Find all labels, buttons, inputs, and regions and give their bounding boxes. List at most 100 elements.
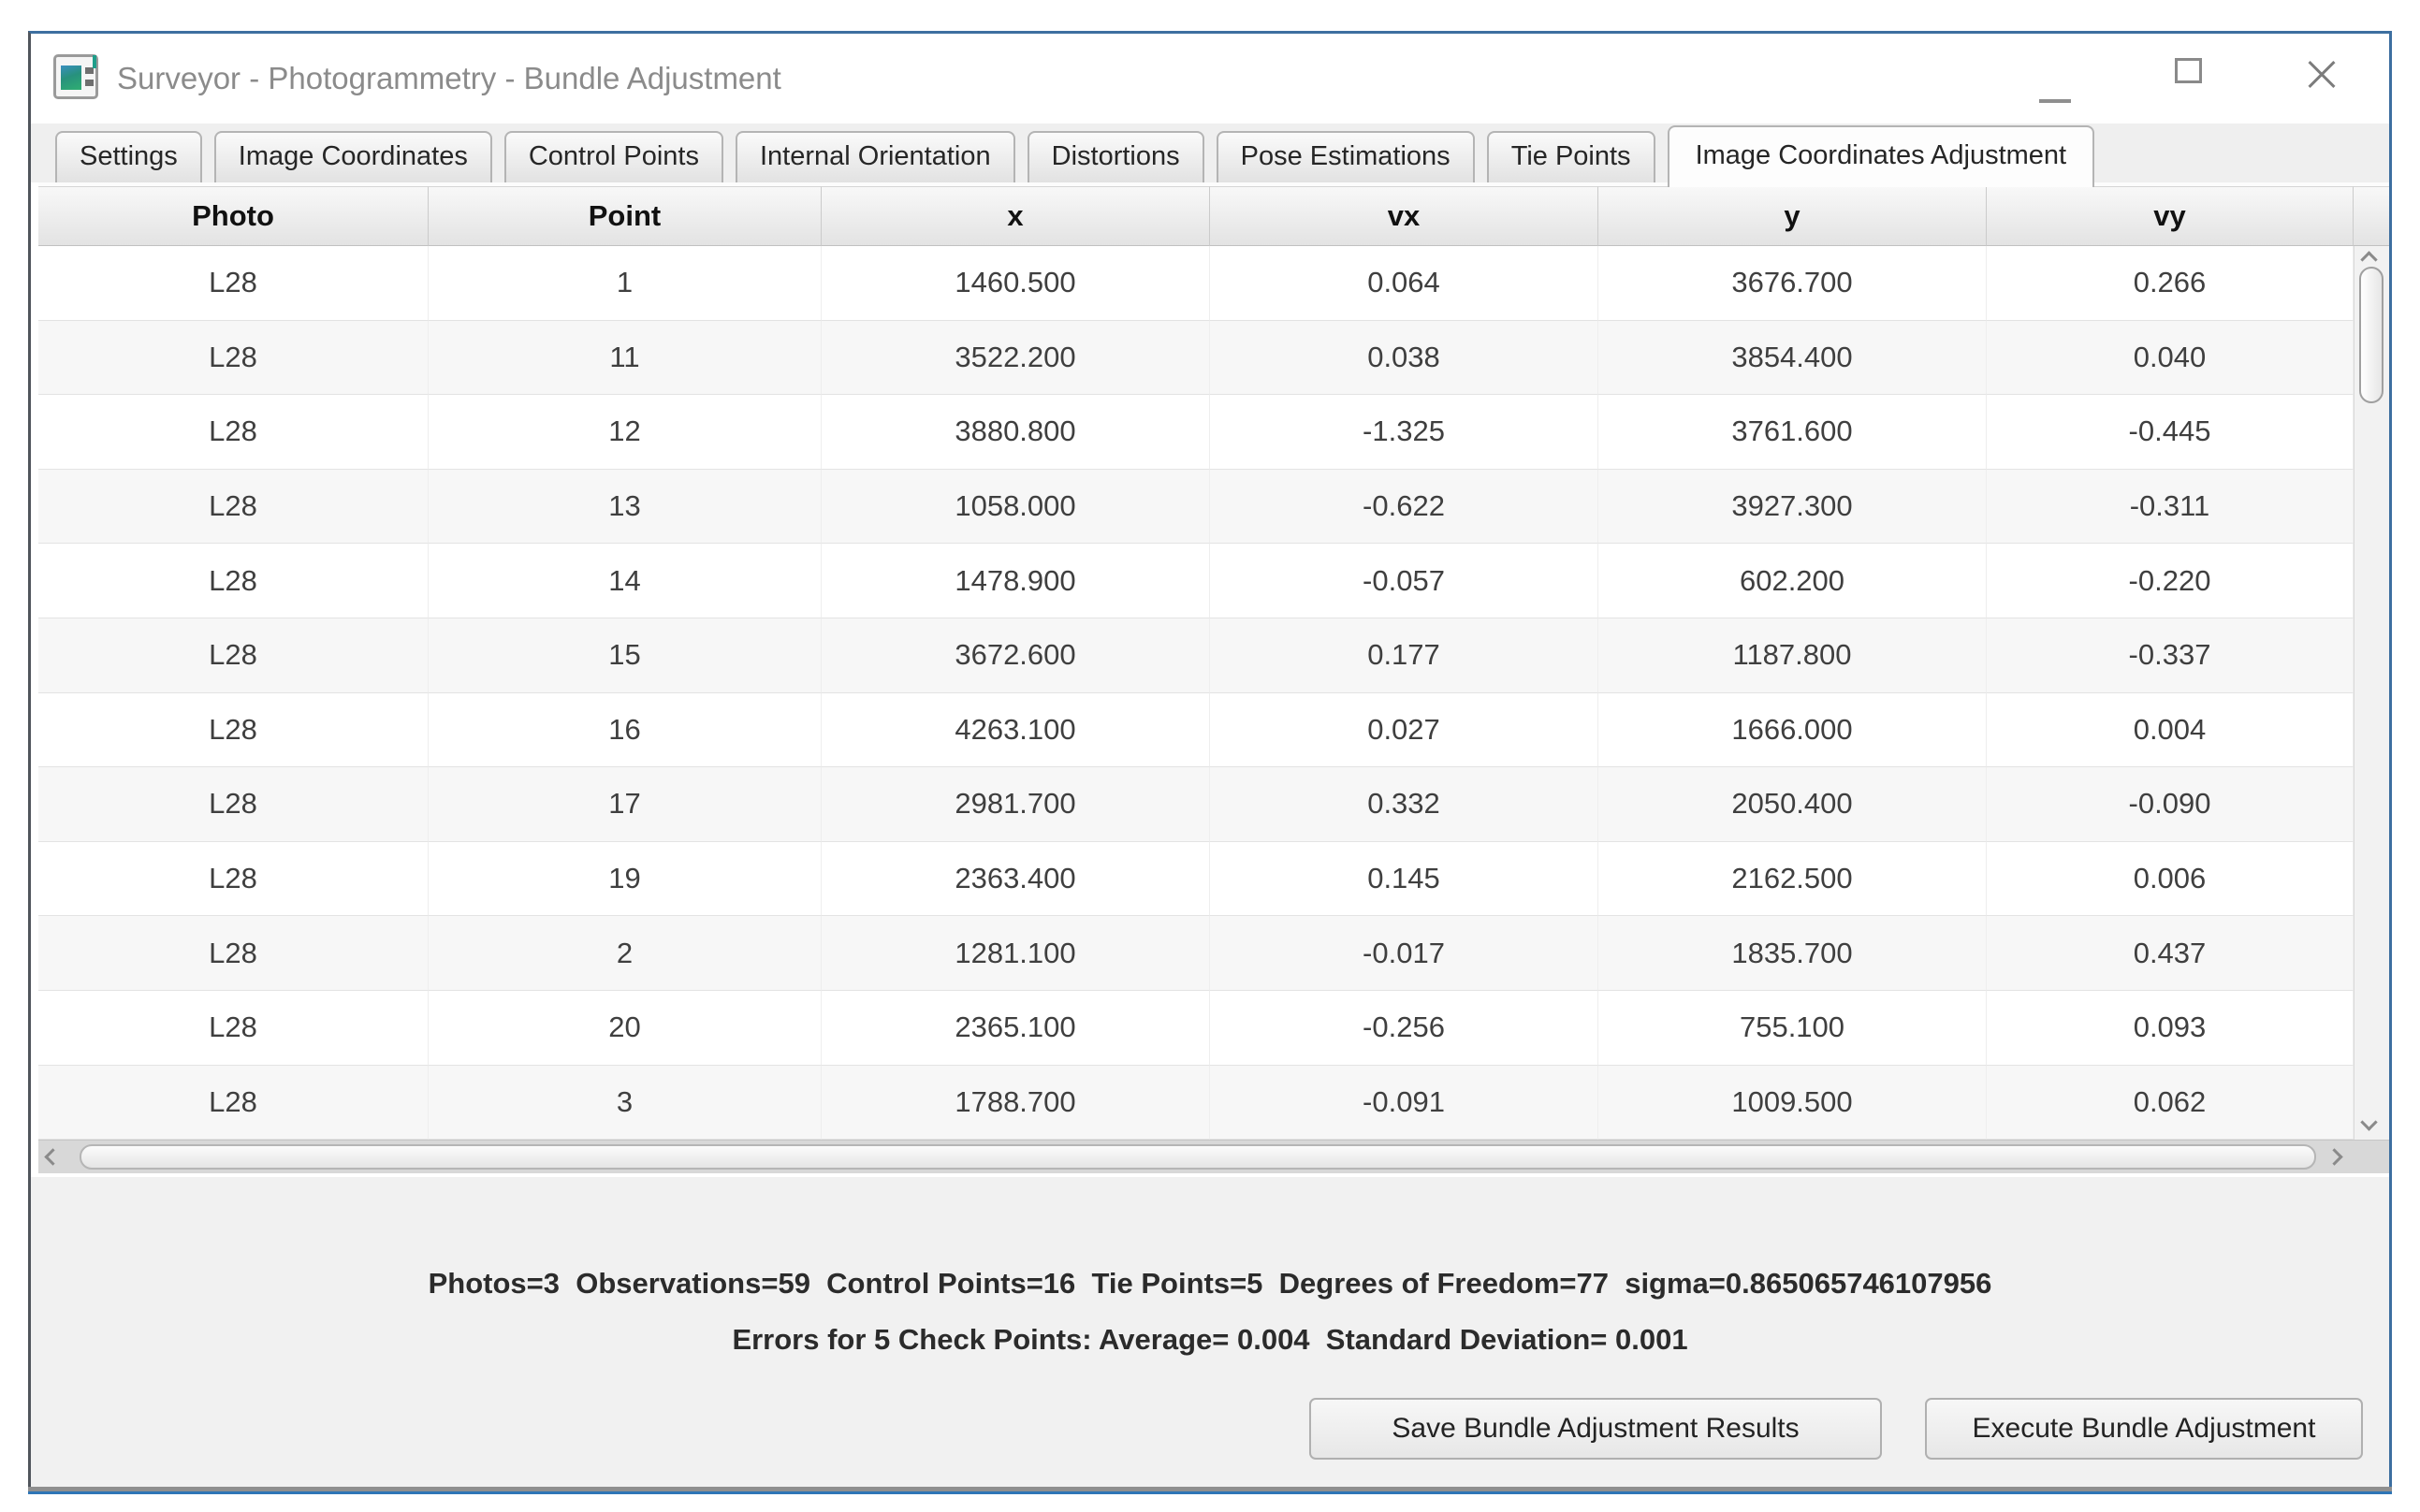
table-cell: -0.311 [1987, 469, 2354, 545]
maximize-button[interactable] [2175, 58, 2202, 83]
table-row[interactable]: L28 17 2981.700 0.332 2050.400 -0.090 [38, 767, 2354, 842]
table-cell: -1.325 [1210, 395, 1598, 470]
app-icon-line [85, 80, 94, 86]
table-cell: 0.004 [1987, 692, 2354, 768]
table-header: Photo Point x vx y vy [38, 186, 2389, 246]
scroll-up-arrow-icon[interactable] [2360, 251, 2378, 269]
column-header-y[interactable]: y [1598, 186, 1987, 246]
table-body-wrap: L28 1 1460.500 0.064 3676.700 0.266 L28 11 3522.… [38, 246, 2389, 1141]
table-cell: -0.337 [1987, 618, 2354, 693]
tab-distortions[interactable]: Distortions [1027, 131, 1204, 182]
table-cell: 2981.700 [822, 767, 1210, 842]
table-cell: 0.027 [1210, 692, 1598, 768]
column-header-point[interactable]: Point [429, 186, 822, 246]
table-row[interactable]: L28 3 1788.700 -0.091 1009.500 0.062 [38, 1065, 2354, 1141]
app-icon-line [85, 67, 94, 74]
table-cell: 3 [429, 1065, 822, 1141]
table-cell: L28 [38, 544, 429, 618]
vertical-scrollbar[interactable] [2354, 246, 2389, 1141]
table-cell: 17 [429, 767, 822, 842]
table-cell: 16 [429, 692, 822, 768]
table-cell: 2363.400 [822, 841, 1210, 917]
tab-image-coordinates[interactable]: Image Coordinates [213, 131, 492, 182]
app-icon-tick [93, 55, 96, 68]
table-row[interactable]: L28 14 1478.900 -0.057 602.200 -0.220 [38, 544, 2354, 618]
scroll-left-arrow-icon[interactable] [44, 1148, 62, 1166]
data-table: Photo Point x vx y vy L28 1 1460.500 0.064 3676.7… [38, 182, 2389, 1174]
scroll-right-arrow-icon[interactable] [2325, 1148, 2343, 1166]
table-cell: 0.145 [1210, 841, 1598, 917]
table-cell: L28 [38, 246, 429, 321]
tab-pose-estimations[interactable]: Pose Estimations [1216, 131, 1475, 182]
table-cell: 3672.600 [822, 618, 1210, 693]
table-row[interactable]: L28 19 2363.400 0.145 2162.500 0.006 [38, 841, 2354, 917]
table-cell: 1478.900 [822, 544, 1210, 618]
table-cell: 1666.000 [1598, 692, 1987, 768]
table-cell: 13 [429, 469, 822, 545]
table-cell: 11 [429, 320, 822, 396]
table-cell: 2 [429, 916, 822, 991]
table-cell: 15 [429, 618, 822, 693]
table-cell: 2050.400 [1598, 767, 1987, 842]
tab-control-points[interactable]: Control Points [503, 131, 723, 182]
tab-internal-orientation[interactable]: Internal Orientation [735, 131, 1015, 182]
table-cell: 14 [429, 544, 822, 618]
table-row[interactable]: L28 16 4263.100 0.027 1666.000 0.004 [38, 692, 2354, 768]
table-cell: 1187.800 [1598, 618, 1987, 693]
table-cell: 0.437 [1987, 916, 2354, 991]
table-cell: L28 [38, 841, 429, 917]
table-cell: 12 [429, 395, 822, 470]
bottom-panel: Photos=3 Observations=59 Control Points=… [31, 1177, 2389, 1487]
minimize-button[interactable] [2039, 99, 2071, 103]
table-cell: -0.057 [1210, 544, 1598, 618]
table-cell: 1 [429, 246, 822, 321]
scroll-down-arrow-icon[interactable] [2360, 1113, 2378, 1131]
table-cell: -0.445 [1987, 395, 2354, 470]
table-cell: 0.093 [1987, 990, 2354, 1066]
table-row[interactable]: L28 12 3880.800 -1.325 3761.600 -0.445 [38, 395, 2354, 470]
table-cell: 1009.500 [1598, 1065, 1987, 1141]
column-header-photo[interactable]: Photo [38, 186, 429, 246]
table-row[interactable]: L28 13 1058.000 -0.622 3927.300 -0.311 [38, 469, 2354, 545]
table-cell: 602.200 [1598, 544, 1987, 618]
table-cell: 20 [429, 990, 822, 1066]
table-cell: 0.064 [1210, 246, 1598, 321]
table-cell: 1460.500 [822, 246, 1210, 321]
button-row: Save Bundle Adjustment Results Execute B… [1309, 1398, 2363, 1460]
save-bundle-adjustment-results-button[interactable]: Save Bundle Adjustment Results [1309, 1398, 1882, 1460]
table-cell: L28 [38, 618, 429, 693]
table-row[interactable]: L28 11 3522.200 0.038 3854.400 0.040 [38, 320, 2354, 396]
column-header-vy[interactable]: vy [1987, 186, 2354, 246]
table-cell: L28 [38, 990, 429, 1066]
table-cell: 0.332 [1210, 767, 1598, 842]
tab-tie-points[interactable]: Tie Points [1486, 131, 1655, 182]
close-button[interactable] [2303, 56, 2340, 94]
page-title: Surveyor - Photogrammetry - Bundle Adjus… [117, 61, 781, 95]
table-cell: 0.177 [1210, 618, 1598, 693]
table-cell: 755.100 [1598, 990, 1987, 1066]
horizontal-scrollbar-thumb[interactable] [80, 1144, 2316, 1170]
table-cell: 0.062 [1987, 1065, 2354, 1141]
table-cell: -0.622 [1210, 469, 1598, 545]
table-row[interactable]: L28 1 1460.500 0.064 3676.700 0.266 [38, 246, 2354, 321]
execute-bundle-adjustment-button[interactable]: Execute Bundle Adjustment [1925, 1398, 2363, 1460]
table-row[interactable]: L28 20 2365.100 -0.256 755.100 0.093 [38, 990, 2354, 1066]
table-cell: 1835.700 [1598, 916, 1987, 991]
vertical-scrollbar-thumb[interactable] [2359, 267, 2384, 403]
tab-image-coordinates-adjustment[interactable]: Image Coordinates Adjustment [1667, 125, 2095, 187]
table-cell: L28 [38, 916, 429, 991]
table-top-gap [38, 182, 2389, 186]
table-cell: L28 [38, 767, 429, 842]
tab-settings[interactable]: Settings [55, 131, 202, 182]
column-header-filler [2354, 186, 2389, 246]
table-cell: 3854.400 [1598, 320, 1987, 396]
column-header-vx[interactable]: vx [1210, 186, 1598, 246]
table-row[interactable]: L28 15 3672.600 0.177 1187.800 -0.337 [38, 618, 2354, 693]
table-cell: 2162.500 [1598, 841, 1987, 917]
table-cell: -0.017 [1210, 916, 1598, 991]
table-cell: 2365.100 [822, 990, 1210, 1066]
column-header-x[interactable]: x [822, 186, 1210, 246]
title-bar: Surveyor - Photogrammetry - Bundle Adjus… [31, 34, 2389, 124]
horizontal-scrollbar[interactable] [38, 1140, 2389, 1174]
table-row[interactable]: L28 2 1281.100 -0.017 1835.700 0.437 [38, 916, 2354, 991]
